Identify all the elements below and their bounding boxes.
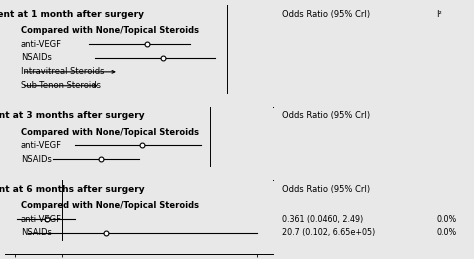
Text: Sub-Tenon Steroids: Sub-Tenon Steroids: [21, 81, 101, 90]
Text: NSAIDs: NSAIDs: [21, 155, 52, 164]
Text: 20.7 (0.102, 6.65e+05): 20.7 (0.102, 6.65e+05): [282, 228, 375, 238]
Text: anti-VEGF: anti-VEGF: [21, 215, 62, 224]
Text: NSAIDs: NSAIDs: [21, 228, 52, 238]
Text: NSAIDs: NSAIDs: [21, 53, 52, 62]
Text: Intravitreal Steroids: Intravitreal Steroids: [21, 67, 104, 76]
Text: anti-VEGF: anti-VEGF: [21, 40, 62, 49]
Text: Odds Ratio (95% CrI): Odds Ratio (95% CrI): [282, 111, 370, 120]
Text: 0.0%: 0.0%: [436, 215, 456, 224]
Text: 0.361 (0.0460, 2.49): 0.361 (0.0460, 2.49): [282, 215, 363, 224]
Text: I²: I²: [436, 10, 442, 19]
Text: 0.0%: 0.0%: [436, 228, 456, 238]
Text: Compared with None/Topical Steroids: Compared with None/Topical Steroids: [21, 26, 199, 35]
Text: Compared with None/Topical Steroids: Compared with None/Topical Steroids: [21, 128, 199, 137]
Text: c.PME event at 6 months after surgery: c.PME event at 6 months after surgery: [0, 185, 144, 194]
Text: Compared with None/Topical Steroids: Compared with None/Topical Steroids: [21, 202, 199, 210]
Text: b.PME event at 3 months after surgery: b.PME event at 3 months after surgery: [0, 111, 144, 120]
Text: a.PME event at 1 month after surgery: a.PME event at 1 month after surgery: [0, 10, 144, 19]
Text: Odds Ratio (95% CrI): Odds Ratio (95% CrI): [282, 10, 370, 19]
Text: anti-VEGF: anti-VEGF: [21, 141, 62, 150]
Text: Odds Ratio (95% CrI): Odds Ratio (95% CrI): [282, 185, 370, 194]
